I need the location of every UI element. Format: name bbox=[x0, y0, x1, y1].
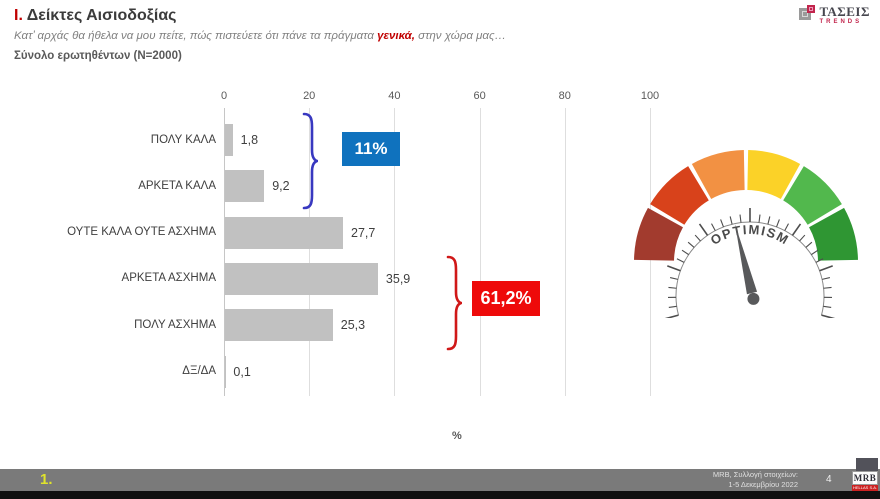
value-label: 1,8 bbox=[240, 133, 259, 147]
bar bbox=[225, 216, 343, 249]
gauge-segment bbox=[650, 166, 709, 225]
gauge-segment bbox=[747, 150, 801, 199]
grid-line bbox=[564, 108, 566, 396]
category-label: ΑΡΚΕΤΑ ΚΑΛΑ bbox=[138, 179, 216, 192]
annotation-brace-pessimistic bbox=[446, 255, 462, 351]
gauge-tick bbox=[799, 234, 806, 242]
brand-logo: ΤΑΣΕΙΣ TRENDS bbox=[799, 5, 870, 25]
gauge-tick bbox=[823, 286, 832, 289]
mrb-logo-block bbox=[856, 458, 878, 471]
gauge-tick bbox=[676, 258, 685, 263]
gauge-tick bbox=[805, 241, 813, 248]
x-axis-tick-label: 60 bbox=[473, 90, 486, 102]
gauge-needle bbox=[735, 224, 758, 295]
sample-note: Σύνολο ερωτηθέντων (N=2000) bbox=[14, 50, 182, 62]
gauge-segment bbox=[783, 166, 842, 225]
grid-line bbox=[309, 108, 311, 396]
category-label: ΑΡΚΕΤΑ ΑΣΧΗΜΑ bbox=[121, 272, 216, 285]
question-suffix: στην χώρα μας… bbox=[414, 30, 507, 42]
gauge-tick bbox=[811, 249, 819, 256]
gauge-tick bbox=[739, 214, 742, 223]
x-axis-tick-label: 100 bbox=[640, 90, 660, 102]
value-label: 25,3 bbox=[340, 318, 366, 333]
gauge-tick bbox=[667, 265, 681, 272]
brand-tagline: TRENDS bbox=[819, 19, 863, 25]
x-axis-unit-label: % bbox=[452, 430, 462, 442]
gauge-tick bbox=[791, 223, 802, 236]
gauge-tick bbox=[668, 305, 677, 308]
mrb-logo-text: MRB bbox=[852, 471, 878, 485]
gauge-tick bbox=[698, 223, 709, 236]
source-line2: 1-5 Δεκεμβρίου 2022 bbox=[728, 479, 798, 489]
category-label: ΟΥΤΕ ΚΑΛΑ ΟΥΤΕ ΑΣΧΗΜΑ bbox=[67, 226, 216, 239]
annotation-box-optimistic: 11% bbox=[342, 132, 400, 166]
brand-name: ΤΑΣΕΙΣ bbox=[819, 4, 870, 19]
grid-line bbox=[394, 108, 396, 396]
gauge-tick bbox=[687, 241, 695, 248]
gauge-segment bbox=[634, 207, 683, 261]
category-label: ΠΟΛΥ ΑΣΧΗΜΑ bbox=[134, 318, 216, 331]
footer-black-strip bbox=[0, 491, 880, 499]
bar bbox=[225, 170, 265, 203]
survey-question: Κατ’ αρχάς θα ήθελα να μου πείτε, πώς πι… bbox=[14, 30, 506, 42]
gauge-tick bbox=[815, 258, 824, 263]
grid-line bbox=[479, 108, 481, 396]
annotation-brace-optimistic bbox=[302, 112, 318, 210]
gauge-segment bbox=[691, 150, 745, 199]
page-title: Ι. Δείκτες Αισιοδοξίας bbox=[14, 7, 176, 25]
mrb-logo: MRB HELLAS S.A. bbox=[852, 458, 878, 491]
optimism-gauge: OPTIMISM bbox=[634, 150, 858, 318]
footer-bar bbox=[0, 469, 880, 491]
brand-squares-icon bbox=[799, 5, 816, 21]
gauge-tick bbox=[694, 234, 701, 242]
bar bbox=[225, 309, 333, 342]
x-axis-tick-label: 80 bbox=[558, 90, 571, 102]
gauge-needle-base bbox=[747, 292, 760, 305]
title-text: Δείκτες Αισιοδοξίας bbox=[22, 7, 177, 24]
gauge-tick bbox=[821, 314, 836, 318]
category-label: ΔΞ/ΔΑ bbox=[182, 365, 216, 377]
value-label: 35,9 bbox=[385, 271, 411, 286]
value-label: 27,7 bbox=[351, 225, 376, 240]
category-label: ΠΟΛΥ ΚΑΛΑ bbox=[150, 133, 216, 146]
gauge-tick bbox=[669, 277, 679, 280]
gauge-tick-arc bbox=[675, 221, 825, 316]
gauge-segment bbox=[809, 207, 858, 261]
gauge-tick bbox=[821, 277, 831, 280]
gauge-tick bbox=[819, 265, 833, 272]
annotation-box-pessimistic: 61,2% bbox=[472, 281, 540, 316]
grid-line bbox=[224, 108, 225, 396]
gauge-tick bbox=[664, 314, 679, 318]
gauge-tick bbox=[729, 216, 733, 225]
value-label: 9,2 bbox=[272, 179, 290, 194]
gauge-tick bbox=[711, 223, 716, 231]
source-note: MRB, Συλλογή στοιχείων: 1-5 Δεκεμβρίου 2… bbox=[713, 470, 798, 489]
question-highlight: γενικά, bbox=[377, 30, 415, 42]
gauge-tick bbox=[668, 286, 677, 289]
gauge-tick bbox=[681, 249, 689, 256]
gauge-tick bbox=[767, 216, 771, 225]
x-axis-tick-label: 40 bbox=[388, 90, 401, 102]
gauge-tick bbox=[784, 223, 789, 231]
bar bbox=[225, 262, 378, 295]
mrb-logo-subtext: HELLAS S.A. bbox=[852, 485, 878, 491]
gauge-tick bbox=[758, 214, 761, 223]
source-line1: MRB, Συλλογή στοιχείων: bbox=[712, 470, 798, 479]
gauge-tick bbox=[776, 219, 780, 228]
page-number: 4 bbox=[826, 474, 832, 485]
x-axis-tick-label: 0 bbox=[220, 90, 228, 102]
question-prefix: Κατ’ αρχάς θα ήθελα να μου πείτε, πώς πι… bbox=[14, 30, 378, 42]
bar-plot: 0 20 40 60 80 100 ΠΟΛΥ ΚΑΛΑ 1,8 ΑΡΚΕΤΑ ΚΑΛΑ 9,2 ΟΥ… bbox=[67, 90, 659, 396]
bar bbox=[225, 124, 233, 156]
value-label: 0,1 bbox=[233, 364, 251, 379]
title-numeral: Ι. bbox=[14, 7, 23, 24]
gauge-label: OPTIMISM bbox=[708, 222, 792, 248]
gauge-tick bbox=[720, 219, 724, 228]
gauge-tick bbox=[823, 305, 832, 308]
x-axis-tick-label: 20 bbox=[303, 90, 316, 102]
section-marker: 1. bbox=[40, 471, 53, 488]
